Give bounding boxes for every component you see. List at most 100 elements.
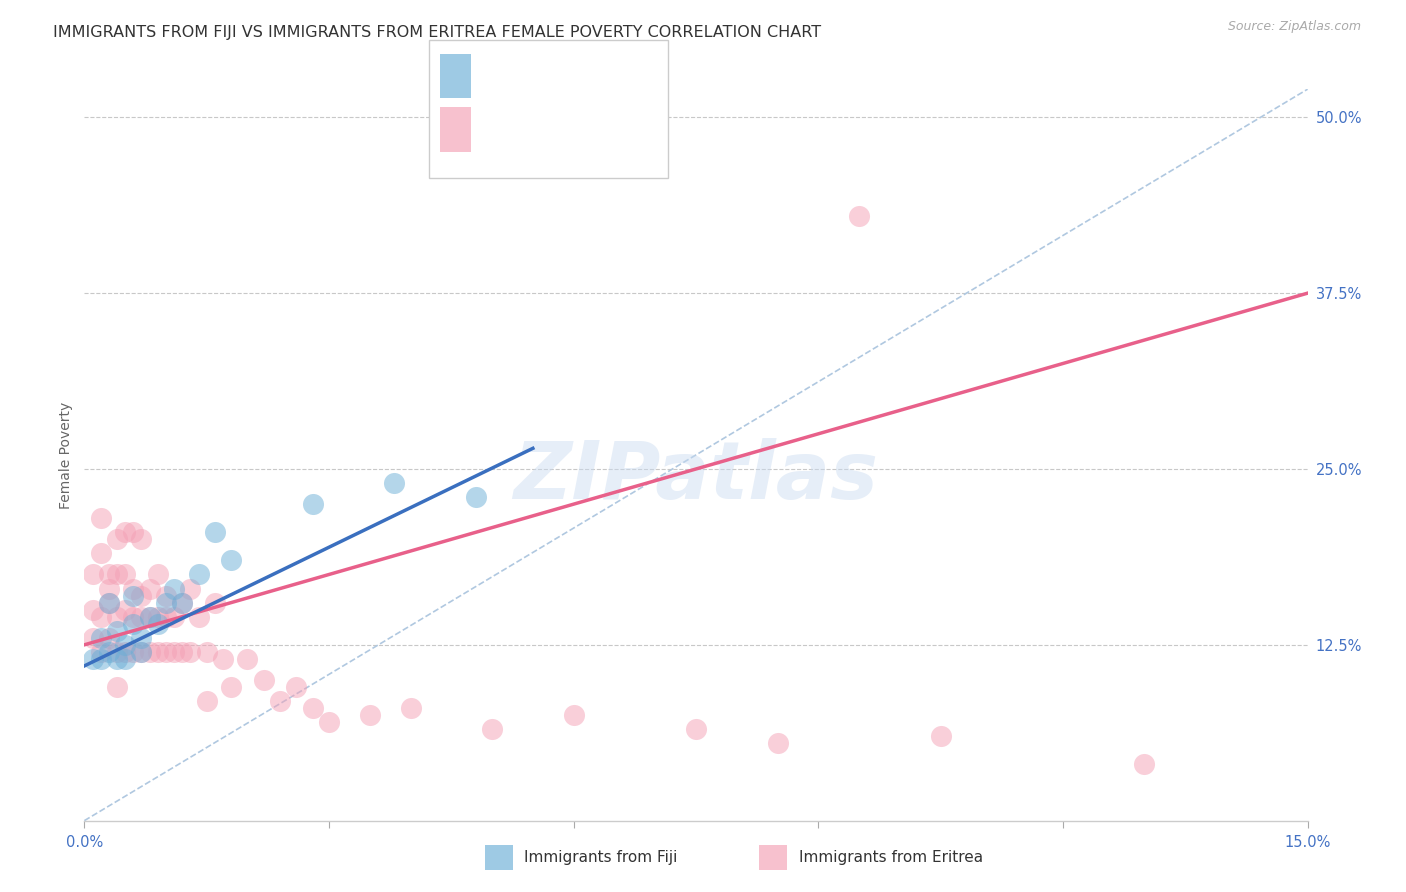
Immigrants from Eritrea xyxy=(114,525,136,540)
Immigrants from Eritrea xyxy=(187,609,209,624)
Immigrants from Eritrea xyxy=(146,609,169,624)
Immigrants from Fiji xyxy=(382,476,405,491)
Immigrants from Fiji xyxy=(464,490,486,504)
Immigrants from Eritrea xyxy=(131,609,153,624)
Immigrants from Eritrea xyxy=(105,567,128,582)
Text: Immigrants from Eritrea: Immigrants from Eritrea xyxy=(799,850,983,864)
Immigrants from Eritrea xyxy=(179,645,201,659)
Immigrants from Eritrea xyxy=(131,645,153,659)
Immigrants from Fiji xyxy=(219,553,242,567)
Immigrants from Eritrea xyxy=(318,715,340,730)
Immigrants from Eritrea xyxy=(97,631,120,645)
Immigrants from Eritrea xyxy=(122,582,145,596)
Immigrants from Eritrea xyxy=(301,701,323,715)
Text: N =: N = xyxy=(574,65,626,83)
Immigrants from Eritrea xyxy=(105,533,128,547)
Immigrants from Eritrea xyxy=(114,567,136,582)
Immigrants from Fiji xyxy=(204,525,226,540)
Immigrants from Fiji xyxy=(105,652,128,666)
Immigrants from Eritrea xyxy=(204,596,226,610)
Y-axis label: Female Poverty: Female Poverty xyxy=(59,401,73,508)
Immigrants from Eritrea xyxy=(131,533,153,547)
Immigrants from Fiji xyxy=(114,638,136,652)
Immigrants from Eritrea xyxy=(848,209,870,223)
Text: Source: ZipAtlas.com: Source: ZipAtlas.com xyxy=(1227,20,1361,33)
Immigrants from Eritrea xyxy=(97,596,120,610)
Immigrants from Eritrea xyxy=(138,609,160,624)
Immigrants from Fiji xyxy=(82,652,104,666)
Immigrants from Fiji xyxy=(122,589,145,603)
Immigrants from Eritrea xyxy=(90,645,112,659)
Immigrants from Fiji xyxy=(172,596,194,610)
Immigrants from Fiji xyxy=(97,645,120,659)
Immigrants from Eritrea xyxy=(219,680,242,694)
Immigrants from Eritrea xyxy=(179,582,201,596)
Immigrants from Fiji xyxy=(90,631,112,645)
Immigrants from Eritrea xyxy=(97,567,120,582)
Text: 0.339: 0.339 xyxy=(524,119,581,136)
Text: R =: R = xyxy=(482,65,522,83)
Text: R =: R = xyxy=(482,119,522,136)
Immigrants from Eritrea xyxy=(155,609,177,624)
Immigrants from Fiji xyxy=(138,609,160,624)
Immigrants from Fiji xyxy=(187,567,209,582)
Text: IMMIGRANTS FROM FIJI VS IMMIGRANTS FROM ERITREA FEMALE POVERTY CORRELATION CHART: IMMIGRANTS FROM FIJI VS IMMIGRANTS FROM … xyxy=(53,25,821,40)
Immigrants from Eritrea xyxy=(105,680,128,694)
Immigrants from Fiji xyxy=(131,631,153,645)
Immigrants from Fiji xyxy=(97,596,120,610)
Immigrants from Fiji xyxy=(301,497,323,511)
Immigrants from Eritrea xyxy=(172,645,194,659)
Text: 0.583: 0.583 xyxy=(524,65,582,83)
Immigrants from Eritrea xyxy=(195,645,218,659)
Immigrants from Eritrea xyxy=(82,602,104,616)
Immigrants from Eritrea xyxy=(105,645,128,659)
Immigrants from Eritrea xyxy=(285,680,308,694)
Immigrants from Eritrea xyxy=(155,645,177,659)
Immigrants from Eritrea xyxy=(114,645,136,659)
Immigrants from Eritrea xyxy=(146,567,169,582)
Immigrants from Fiji xyxy=(163,582,186,596)
Text: Immigrants from Fiji: Immigrants from Fiji xyxy=(524,850,678,864)
Immigrants from Eritrea xyxy=(562,708,585,723)
Immigrants from Eritrea xyxy=(236,652,259,666)
Immigrants from Eritrea xyxy=(90,546,112,560)
Immigrants from Fiji xyxy=(146,616,169,631)
Immigrants from Eritrea xyxy=(90,609,112,624)
Immigrants from Eritrea xyxy=(212,652,235,666)
Immigrants from Eritrea xyxy=(90,511,112,525)
Immigrants from Eritrea xyxy=(359,708,381,723)
Immigrants from Eritrea xyxy=(163,645,186,659)
Text: 64: 64 xyxy=(628,119,654,136)
Immigrants from Fiji xyxy=(155,596,177,610)
Immigrants from Eritrea xyxy=(105,609,128,624)
Immigrants from Eritrea xyxy=(163,609,186,624)
Immigrants from Eritrea xyxy=(195,694,218,708)
Immigrants from Fiji xyxy=(114,652,136,666)
Immigrants from Eritrea xyxy=(82,631,104,645)
Immigrants from Eritrea xyxy=(1133,757,1156,772)
Immigrants from Eritrea xyxy=(82,567,104,582)
Text: 24: 24 xyxy=(628,65,654,83)
Immigrants from Fiji xyxy=(105,624,128,638)
Immigrants from Eritrea xyxy=(929,729,952,743)
Immigrants from Eritrea xyxy=(172,596,194,610)
Immigrants from Eritrea xyxy=(685,723,707,737)
Immigrants from Eritrea xyxy=(122,645,145,659)
Immigrants from Eritrea xyxy=(399,701,422,715)
Immigrants from Eritrea xyxy=(481,723,503,737)
Immigrants from Eritrea xyxy=(114,602,136,616)
Immigrants from Eritrea xyxy=(253,673,276,687)
Immigrants from Eritrea xyxy=(97,582,120,596)
Immigrants from Eritrea xyxy=(155,589,177,603)
Immigrants from Fiji xyxy=(122,616,145,631)
Immigrants from Eritrea xyxy=(122,525,145,540)
Text: N =: N = xyxy=(574,119,626,136)
Immigrants from Eritrea xyxy=(138,582,160,596)
Text: ZIPatlas: ZIPatlas xyxy=(513,438,879,516)
Immigrants from Eritrea xyxy=(131,589,153,603)
Immigrants from Fiji xyxy=(90,652,112,666)
Immigrants from Eritrea xyxy=(122,609,145,624)
Immigrants from Fiji xyxy=(131,645,153,659)
Immigrants from Eritrea xyxy=(766,736,789,750)
Immigrants from Eritrea xyxy=(269,694,291,708)
